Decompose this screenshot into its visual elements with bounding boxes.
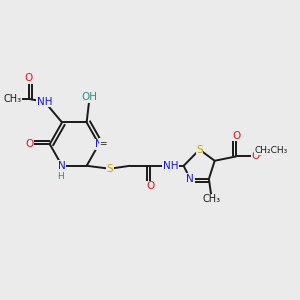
Text: CH₂CH₃: CH₂CH₃ (254, 146, 288, 155)
Text: N: N (186, 174, 194, 184)
Text: O: O (26, 139, 34, 149)
Text: O: O (251, 152, 259, 161)
Text: OH: OH (82, 92, 98, 102)
Text: N: N (95, 139, 103, 149)
Text: O: O (146, 182, 154, 191)
Text: CH₃: CH₃ (4, 94, 22, 104)
Text: NH: NH (163, 161, 178, 171)
Text: N: N (58, 161, 66, 171)
Text: S: S (196, 145, 203, 154)
Text: CH₃: CH₃ (203, 194, 221, 205)
Text: O: O (232, 131, 241, 141)
Text: S: S (106, 164, 113, 174)
Text: =: = (100, 139, 107, 148)
Text: H: H (57, 172, 64, 181)
Text: NH: NH (37, 97, 52, 107)
Text: O: O (25, 73, 33, 83)
